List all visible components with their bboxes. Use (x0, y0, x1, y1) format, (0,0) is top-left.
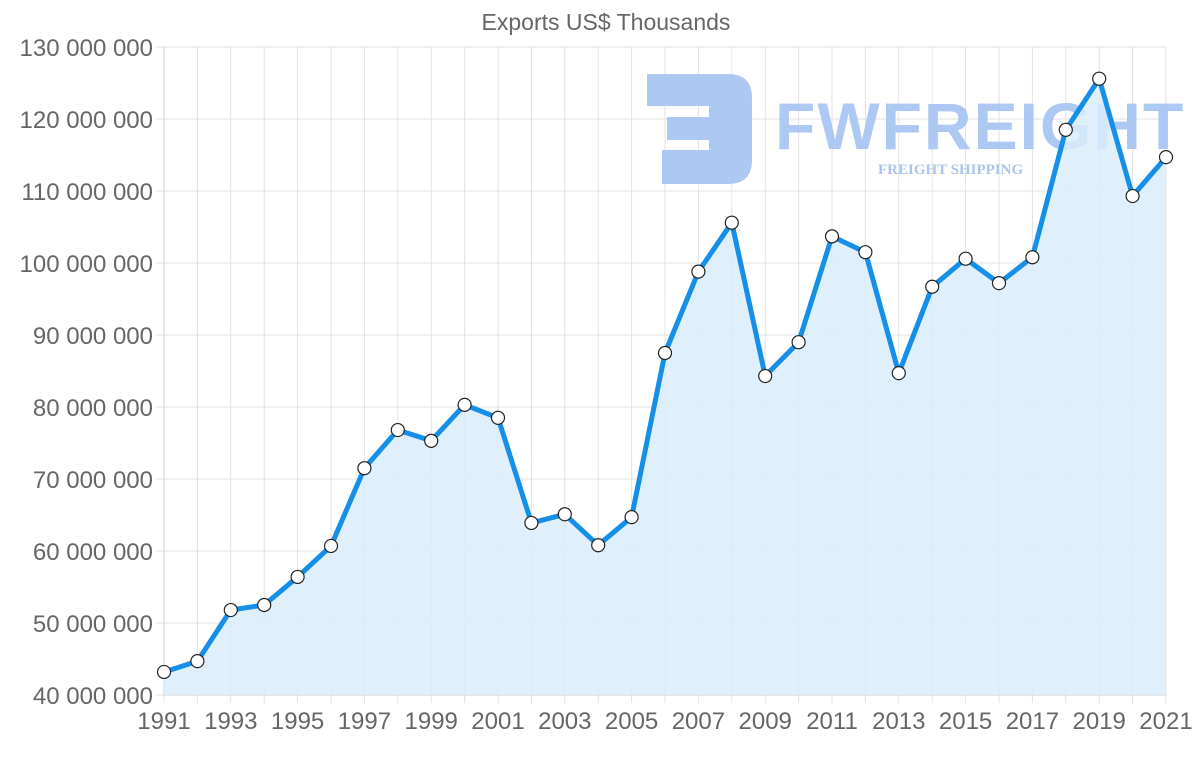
data-point-2005[interactable] (624, 510, 639, 525)
chart-title: Exports US$ Thousands (482, 9, 731, 35)
data-point-1995[interactable] (290, 569, 305, 585)
data-point-2001[interactable] (490, 410, 506, 425)
data-point-2009[interactable] (758, 368, 773, 384)
y-axis-labels: 40 000 000 50 000 000 60 000 000 70 000 000… (20, 35, 153, 710)
x-tick-label: 2013 (872, 708, 925, 735)
y-tick-label: 60 000 000 (33, 539, 153, 566)
data-point-2012[interactable] (858, 245, 873, 260)
data-point-2015[interactable] (958, 251, 973, 266)
data-point-2016[interactable] (991, 276, 1007, 291)
x-tick-label: 1999 (405, 708, 458, 735)
x-tick-label: 2021 (1139, 708, 1192, 735)
data-point-1998[interactable] (390, 422, 405, 438)
x-tick-label: 1997 (338, 708, 391, 735)
y-tick-label: 120 000 000 (20, 107, 153, 134)
data-point-1993[interactable] (223, 602, 238, 618)
data-point-1997[interactable] (357, 461, 372, 476)
x-tick-label: 2015 (939, 708, 992, 735)
data-point-2000[interactable] (457, 397, 472, 412)
y-tick-label: 90 000 000 (33, 323, 153, 350)
x-tick-label: 2011 (806, 708, 858, 735)
data-point-2003[interactable] (557, 507, 572, 522)
y-tick-label: 130 000 000 (20, 35, 153, 62)
data-point-2007[interactable] (691, 264, 706, 279)
data-point-2006[interactable] (657, 345, 673, 361)
y-tick-label: 50 000 000 (33, 611, 153, 638)
data-point-1996[interactable] (323, 538, 339, 554)
x-tick-label: 2003 (538, 708, 591, 735)
data-point-2004[interactable] (591, 538, 606, 553)
data-point-2013[interactable] (891, 366, 906, 381)
data-point-1991[interactable] (156, 664, 172, 680)
data-point-2011[interactable] (824, 229, 840, 244)
data-point-2019[interactable] (1092, 71, 1107, 86)
x-tick-label: 2007 (672, 708, 725, 735)
data-point-2021[interactable] (1158, 150, 1174, 165)
x-axis-labels: 1991 1993 1995 1997 1999 2001 2003 2005 2007 2009… (137, 708, 1192, 735)
y-tick-label: 110 000 000 (21, 179, 153, 206)
data-point-1992[interactable] (190, 654, 205, 669)
data-points (156, 71, 1174, 680)
data-point-2010[interactable] (791, 335, 806, 350)
x-tick-label: 1993 (204, 708, 257, 735)
data-point-2017[interactable] (1025, 250, 1040, 265)
x-tick-label: 2001 (471, 708, 524, 735)
data-point-1999[interactable] (424, 433, 439, 448)
data-point-2020[interactable] (1125, 188, 1140, 204)
watermark-brand: FWFREIGHT (775, 89, 1185, 163)
data-point-2002[interactable] (524, 515, 539, 531)
data-point-2018[interactable] (1058, 122, 1073, 137)
x-tick-label: 2009 (739, 708, 792, 735)
x-tick-label: 1995 (271, 708, 324, 735)
y-tick-label: 100 000 000 (20, 251, 153, 278)
y-tick-label: 70 000 000 (33, 467, 153, 494)
series-area-fill (164, 78, 1166, 695)
x-tick-label: 2005 (605, 708, 658, 735)
fwfreight-logo-icon (647, 74, 752, 184)
y-tick-label: 40 000 000 (33, 683, 153, 710)
x-tick-label: 1991 (137, 708, 190, 735)
x-tick-label: 2017 (1006, 708, 1059, 735)
data-point-2008[interactable] (724, 215, 739, 230)
x-tick-label: 2019 (1073, 708, 1126, 735)
y-tick-label: 80 000 000 (33, 395, 153, 422)
data-point-2014[interactable] (925, 279, 940, 294)
data-point-1994[interactable] (257, 597, 272, 613)
watermark-tagline: FREIGHT SHIPPING (878, 162, 1023, 178)
